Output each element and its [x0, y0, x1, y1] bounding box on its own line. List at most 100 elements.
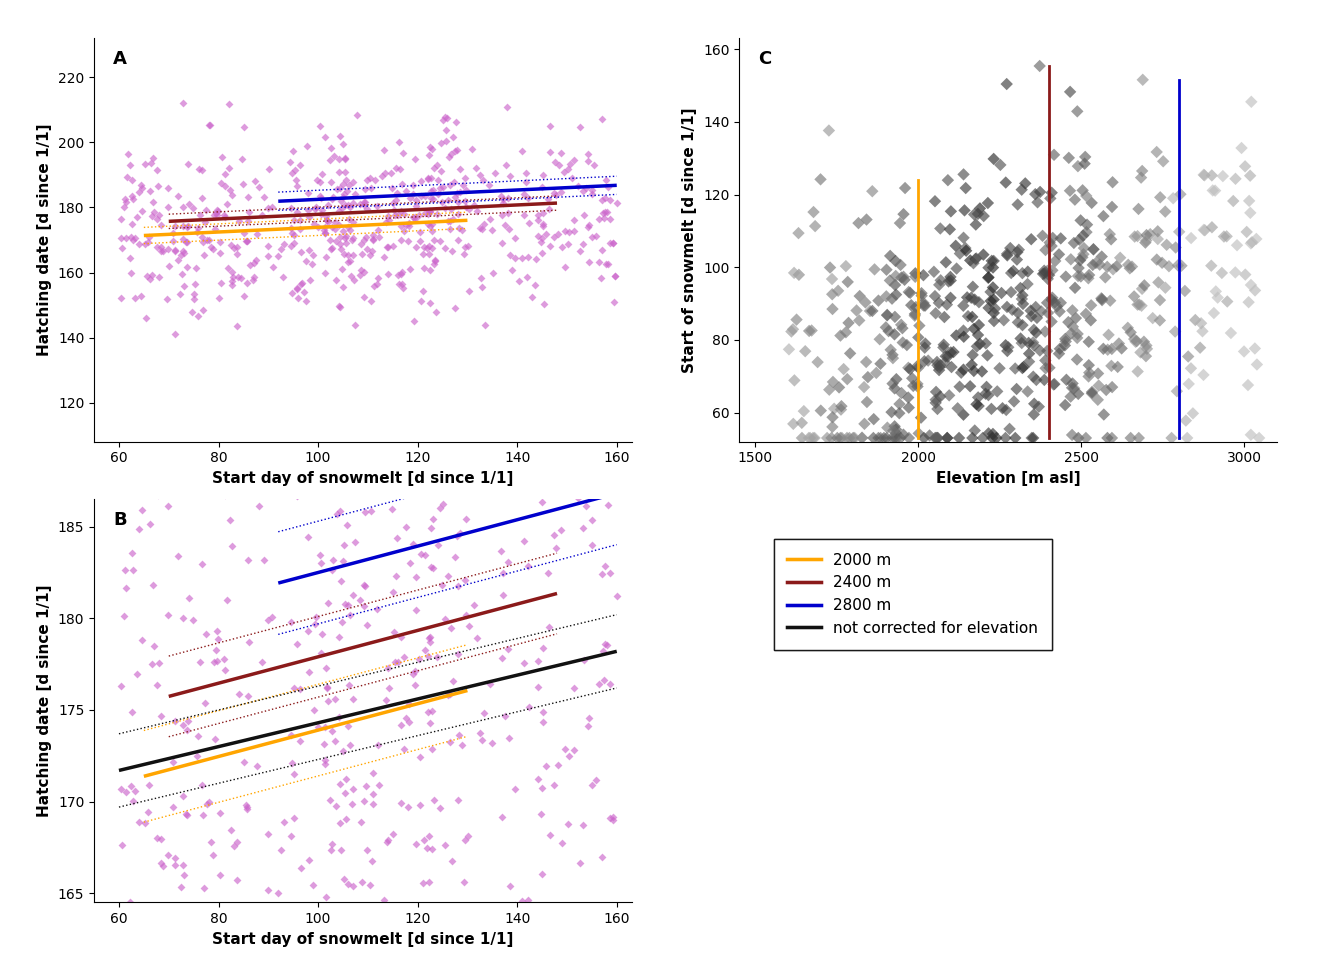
- Point: [134, 310, 156, 325]
- Point: [992, 400, 1013, 416]
- Point: [989, 361, 1011, 376]
- Point: [1062, 380, 1083, 396]
- Point: [435, 235, 457, 251]
- Point: [391, 479, 413, 494]
- Point: [176, 259, 198, 275]
- Point: [466, 630, 488, 645]
- Point: [320, 241, 341, 256]
- Point: [239, 258, 261, 274]
- Point: [425, 253, 446, 269]
- Point: [1093, 208, 1114, 224]
- Point: [310, 206, 332, 222]
- Point: [578, 918, 599, 933]
- Point: [446, 529, 468, 544]
- Point: [551, 835, 573, 851]
- Point: [513, 186, 535, 202]
- Point: [851, 430, 872, 445]
- Point: [472, 732, 493, 748]
- Point: [353, 599, 375, 614]
- Point: [122, 562, 144, 577]
- Point: [586, 228, 607, 244]
- Point: [527, 771, 548, 786]
- Point: [1044, 253, 1066, 269]
- Point: [433, 180, 454, 195]
- Point: [984, 313, 1005, 328]
- Point: [426, 206, 448, 222]
- Point: [1095, 382, 1117, 397]
- Point: [1203, 305, 1224, 321]
- Point: [117, 437, 138, 452]
- Point: [176, 807, 198, 823]
- Point: [829, 328, 851, 344]
- Point: [191, 556, 212, 571]
- Point: [930, 358, 952, 373]
- Point: [211, 328, 233, 344]
- Point: [982, 305, 1004, 321]
- Point: [883, 423, 905, 439]
- Point: [341, 878, 363, 894]
- Point: [121, 188, 142, 204]
- Point: [855, 354, 876, 370]
- Point: [246, 758, 267, 774]
- Point: [539, 828, 560, 843]
- Point: [583, 157, 605, 173]
- Point: [964, 321, 985, 336]
- Point: [1124, 289, 1145, 304]
- Point: [245, 906, 266, 922]
- Point: [891, 270, 913, 285]
- Point: [1163, 191, 1184, 206]
- Point: [982, 292, 1004, 307]
- Point: [343, 587, 364, 602]
- Point: [890, 257, 911, 273]
- Point: [441, 620, 462, 636]
- Point: [434, 612, 456, 627]
- Point: [996, 344, 1017, 359]
- Point: [233, 177, 254, 192]
- Point: [484, 415, 505, 430]
- Point: [237, 552, 258, 567]
- Point: [367, 223, 388, 238]
- Text: C: C: [758, 51, 771, 68]
- Point: [353, 232, 375, 248]
- Point: [190, 655, 211, 670]
- Point: [1055, 397, 1077, 413]
- Point: [1055, 269, 1077, 284]
- Point: [532, 780, 554, 796]
- Point: [207, 204, 228, 219]
- Point: [1064, 280, 1086, 296]
- Point: [305, 200, 327, 215]
- Point: [298, 243, 320, 258]
- Point: [844, 430, 866, 445]
- Point: [1238, 377, 1259, 393]
- Point: [220, 265, 242, 280]
- Point: [302, 247, 324, 262]
- Point: [157, 847, 179, 862]
- Point: [249, 180, 270, 195]
- Point: [1148, 275, 1169, 290]
- Point: [130, 204, 152, 219]
- Point: [828, 380, 849, 396]
- Point: [356, 458, 378, 473]
- Point: [114, 200, 136, 215]
- Point: [110, 230, 132, 246]
- Point: [578, 219, 599, 234]
- Point: [257, 612, 278, 628]
- Point: [323, 552, 344, 567]
- Point: [335, 151, 356, 166]
- Point: [573, 519, 594, 535]
- Point: [446, 142, 468, 157]
- Point: [152, 244, 173, 259]
- Point: [499, 878, 520, 894]
- Point: [374, 286, 395, 301]
- Point: [448, 578, 469, 593]
- Point: [177, 713, 199, 729]
- Point: [192, 807, 214, 823]
- X-axis label: Start day of snowmelt [d since 1/1]: Start day of snowmelt [d since 1/1]: [212, 931, 513, 947]
- Point: [593, 643, 614, 659]
- Point: [937, 430, 958, 445]
- Point: [1192, 368, 1214, 383]
- Point: [117, 147, 138, 162]
- Point: [294, 253, 316, 269]
- Point: [121, 172, 142, 187]
- Point: [806, 354, 828, 370]
